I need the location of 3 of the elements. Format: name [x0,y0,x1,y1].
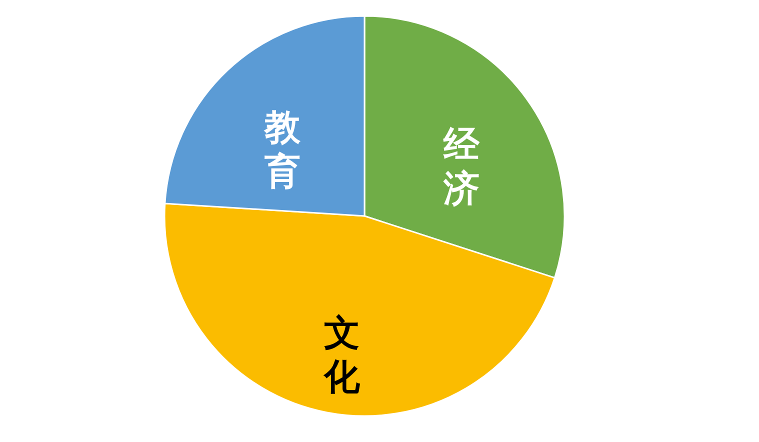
slice-label: 文化 [323,312,362,398]
slice-label: 经济 [442,124,481,210]
slice-label: 教育 [263,108,302,193]
